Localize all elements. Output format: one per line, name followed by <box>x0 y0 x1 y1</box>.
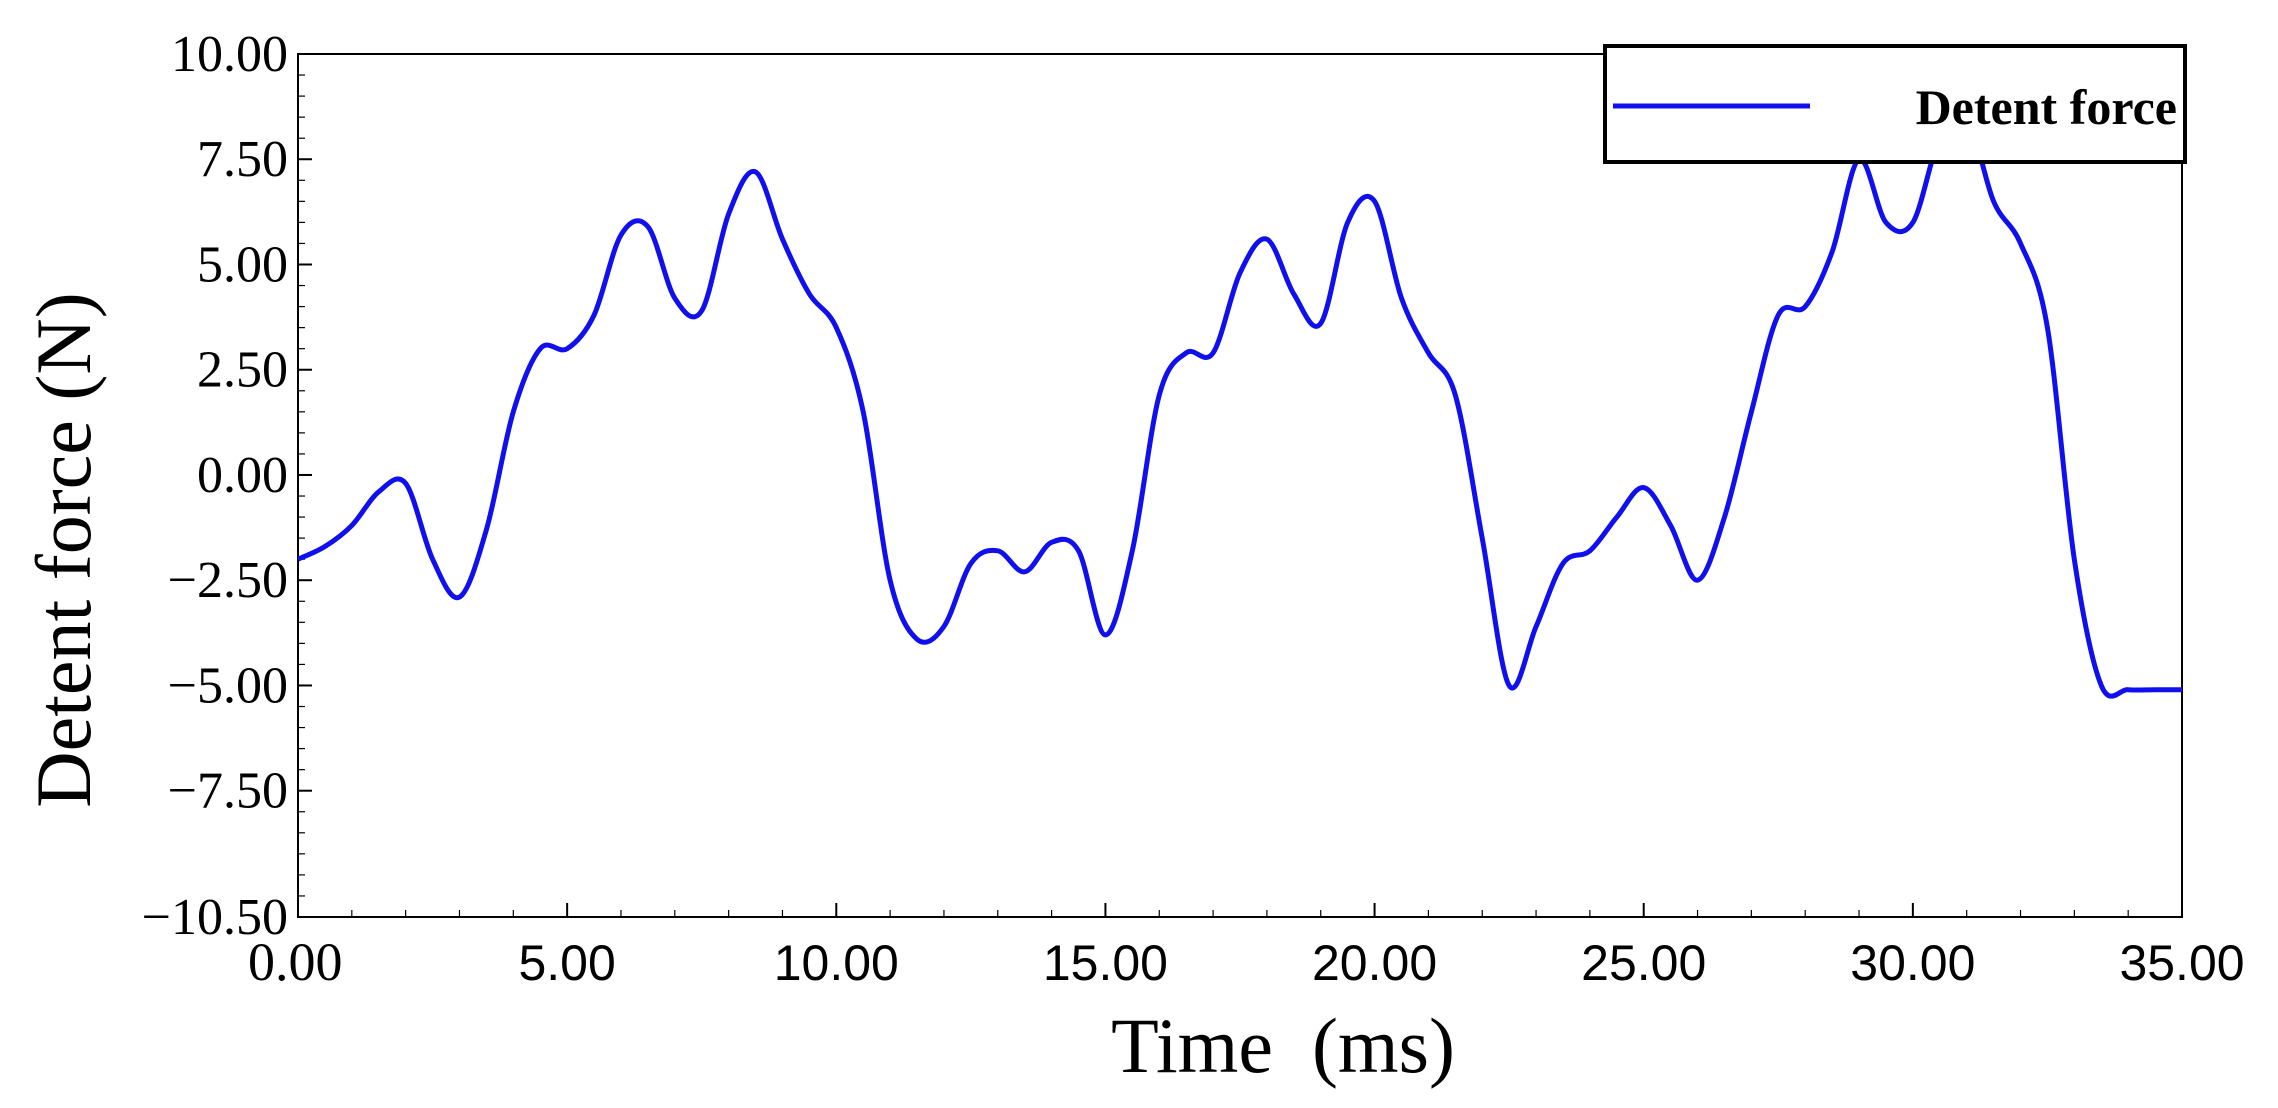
x-tick-label: 35.00 <box>2119 935 2244 991</box>
plot-frame <box>297 53 2183 918</box>
y-tick-label: 5.00 <box>197 236 288 293</box>
x-axis: 0.00 5.00 10.00 15.00 20.00 25.00 30.00 35.00 <box>248 903 2245 992</box>
y-tick-label: 2.50 <box>197 342 288 399</box>
y-tick-label: 10.00 <box>171 26 288 83</box>
x-tick-label: 10.00 <box>774 935 899 991</box>
y-tick-label: −7.50 <box>168 763 288 820</box>
plot-border <box>297 53 2183 918</box>
y-axis: 10.00 7.50 5.00 2.50 0.00 −2.50 −5.00 −7.50 −10.… <box>142 26 312 946</box>
series-layer <box>298 111 2182 699</box>
x-axis-label: Time (ms) <box>1111 1002 1455 1089</box>
x-tick-label: 20.00 <box>1312 935 1437 991</box>
series-line-detent-force <box>298 111 2182 699</box>
x-tick-label: 30.00 <box>1850 935 1975 991</box>
y-tick-label: −2.50 <box>168 552 288 609</box>
y-tick-label: 7.50 <box>197 131 288 188</box>
x-tick-label: 5.00 <box>518 935 615 991</box>
y-tick-label: −5.00 <box>168 657 288 714</box>
x-tick-label: 25.00 <box>1581 935 1706 991</box>
y-axis-label: Detent force (N) <box>20 292 107 807</box>
y-tick-label: −10.50 <box>142 889 288 946</box>
x-tick-label: 15.00 <box>1043 935 1168 991</box>
legend-label: Detent force <box>1916 79 2177 135</box>
legend: Detent force <box>1603 44 2187 164</box>
x-tick-label: 0.00 <box>248 932 343 992</box>
y-tick-label: 0.00 <box>197 447 288 504</box>
